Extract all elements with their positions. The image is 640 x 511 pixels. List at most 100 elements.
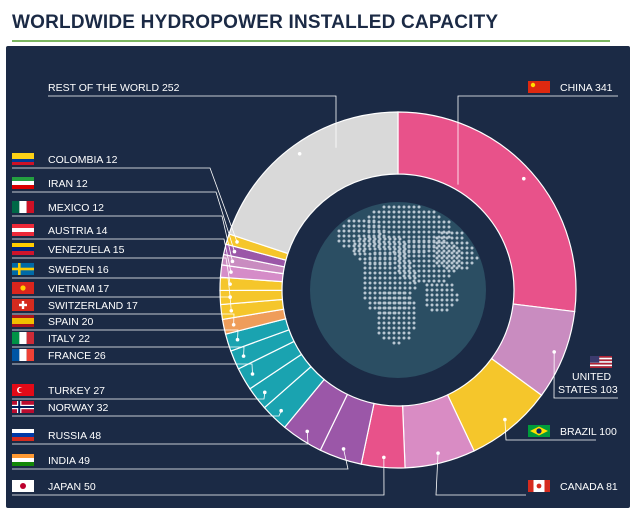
globe-dot [417,225,421,229]
globe-dot [407,254,411,258]
globe-dot [347,224,351,228]
leader-dot-turkey [262,390,267,395]
globe-dot [465,246,469,250]
globe-dot [445,303,449,307]
globe-dot [465,266,469,270]
leader-united-states [552,350,618,399]
globe-dot [363,261,367,265]
globe-dot [440,308,444,312]
globe-dot [382,235,386,239]
globe-dot [432,269,436,273]
leader-dot-china [521,176,526,181]
globe-dot [437,279,441,283]
globe-dot [393,286,397,290]
globe-dot [372,240,376,244]
globe-dot [440,256,444,260]
globe-dot [432,210,436,214]
globe-dot [412,230,416,234]
globe-dot [382,210,386,214]
globe-dot [377,210,381,214]
globe-dot [432,235,436,239]
globe-dot [373,286,377,290]
leader-brazil [503,417,596,441]
globe-dot [353,252,357,256]
turkey-flag-icon [12,384,34,396]
globe-dot [387,240,391,244]
globe-dot [398,251,402,255]
globe-dot [363,266,367,270]
globe-dot [412,235,416,239]
globe-dot [378,296,382,300]
globe-dot [377,245,381,249]
globe-dot [387,331,391,335]
globe-dot [387,220,391,224]
globe-dot [430,308,434,312]
leader-mexico [12,215,235,264]
globe-dot [388,261,392,265]
globe-dot [445,231,449,235]
globe-dot [397,336,401,340]
globe-dot [407,301,411,305]
china-flag-icon [528,81,550,93]
globe-dot [455,236,459,240]
globe-dot [450,246,454,250]
globe-dot [362,234,366,238]
globe-dot [430,293,434,297]
globe-dot [377,316,381,320]
globe-dot [397,220,401,224]
globe-dot [392,326,396,330]
globe-dot [417,254,421,258]
globe-dot [368,261,372,265]
globe-dot [382,240,386,244]
globe-dot [397,316,401,320]
leader-venezuela [12,257,232,286]
leader-dot-venezuela [228,282,232,286]
globe-dot [412,259,416,263]
label-austria: AUSTRIA 14 [48,225,108,237]
title-rule [12,40,610,42]
globe-dot [442,264,446,268]
globe-dot [388,276,392,280]
globe-dot [412,301,416,305]
globe-dot [372,210,376,214]
label-india: INDIA 49 [48,455,90,467]
globe-dot [437,274,441,278]
slice-rest-of-the-world [228,111,399,255]
globe-dot [382,316,386,320]
globe-dot [368,276,372,280]
globe-dot [440,251,444,255]
leader-canada [435,451,526,496]
globe-dot [368,242,372,246]
globe-dot [398,281,402,285]
globe-dot [447,225,451,229]
globe-dot [378,261,382,265]
globe-dot [387,311,391,315]
globe-dot [470,251,474,255]
globe-dot [397,245,401,249]
globe-dot [367,215,371,219]
globe-dot [392,240,396,244]
globe-dot [403,271,407,275]
globe-dot [445,241,449,245]
leader-russia [12,429,310,445]
globe-dot [358,242,362,246]
globe-dot [412,220,416,224]
globe-dot [407,311,411,315]
globe-dot [412,326,416,330]
globe-dot [357,234,361,238]
globe-dot [452,254,456,258]
globe-dot [422,210,426,214]
globe-dot [403,281,407,285]
globe-dot [368,301,372,305]
globe-dot [437,249,441,253]
globe-dot [440,283,444,287]
globe-dot [342,224,346,228]
japan-flag-icon [12,480,34,492]
globe-icon [310,202,486,378]
globe-dot [383,286,387,290]
globe-dot [412,311,416,315]
globe-dot [407,321,411,325]
chart-title: WORLDWIDE HYDROPOWER INSTALLED CAPACITY [12,12,499,33]
globe-dot [377,235,381,239]
